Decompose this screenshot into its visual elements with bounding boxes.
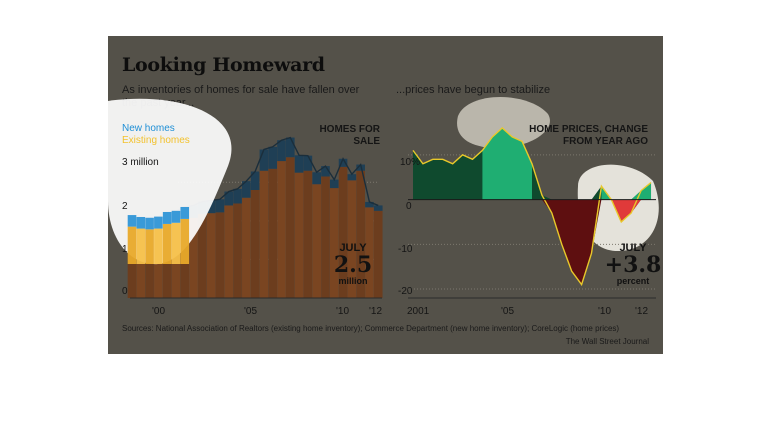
right-spotlight-peak (457, 96, 550, 148)
existing-homes-bar (356, 170, 365, 298)
new-homes-bar (356, 164, 365, 171)
credit: The Wall Street Journal (565, 337, 649, 346)
new-homes-bar (373, 205, 383, 211)
chart-panel: Looking Homeward As inventories of homes… (108, 36, 663, 354)
new-homes-bar-highlight (136, 217, 146, 229)
existing-homes-bar (365, 207, 374, 298)
existing-homes-bar (338, 166, 348, 298)
existing-homes-bar (259, 170, 269, 298)
new-homes-bar (215, 199, 225, 213)
left-annotation-month: JULY (339, 242, 367, 254)
right-x-tick-12: '12 (635, 306, 649, 317)
new-homes-bar (303, 155, 313, 171)
left-chart-title: HOMES FOR SALE (319, 124, 380, 147)
right-chart-title: HOME PRICES, CHANGE FROM YEAR AGO (529, 124, 648, 147)
existing-homes-bar (206, 213, 216, 298)
right-annotation: JULY +3.8 percent (598, 242, 663, 286)
new-homes-bar (294, 155, 304, 173)
page-title: Looking Homeward (122, 54, 325, 76)
right-y-tick-minus20: -20 (398, 286, 413, 297)
right-annotation-unit: percent (616, 276, 650, 286)
existing-homes-bar (189, 217, 198, 298)
new-homes-bar-highlight (162, 211, 172, 224)
sources-footer: Sources: National Association of Realtor… (122, 324, 620, 333)
existing-homes-bar-highlight (180, 218, 190, 264)
new-homes-bar (329, 179, 339, 189)
existing-homes-bar (303, 170, 313, 298)
existing-homes-bar (224, 205, 234, 298)
new-homes-bar (268, 146, 278, 169)
left-x-tick-12: '12 (369, 306, 383, 317)
existing-homes-bar-highlight (162, 223, 172, 264)
existing-homes-bar (233, 203, 242, 298)
left-x-tick-10: '10 (336, 306, 350, 317)
legend-new-homes: New homes (122, 123, 175, 134)
new-homes-bar (285, 137, 295, 158)
price-negative-area (413, 199, 652, 285)
new-homes-bar (277, 140, 286, 162)
new-homes-bar (242, 181, 251, 198)
left-annotation: JULY 2.5 million (323, 242, 383, 286)
existing-homes-bar-highlight (171, 222, 181, 264)
right-x-tick-10: '10 (598, 306, 612, 317)
existing-homes-bar (294, 172, 304, 298)
new-homes-bar (206, 200, 216, 214)
charts-svg (108, 96, 659, 299)
existing-homes-bar (285, 157, 295, 298)
right-y-tick-minus10: -10 (398, 244, 413, 255)
new-homes-bar-highlight (154, 216, 163, 229)
new-homes-bar (338, 158, 348, 167)
existing-homes-bar-highlight (127, 226, 137, 264)
new-homes-bar (365, 201, 374, 208)
legend-existing-homes: Existing homes (122, 135, 190, 146)
new-homes-bar (347, 174, 357, 181)
existing-homes-bar (198, 213, 207, 298)
new-homes-bar (312, 172, 321, 185)
existing-homes-bar-highlight (145, 229, 154, 264)
existing-homes-bar (242, 197, 251, 298)
existing-homes-bar (277, 161, 286, 298)
new-homes-bar-highlight (180, 206, 190, 219)
new-homes-bar (224, 191, 234, 206)
existing-homes-bar (312, 184, 321, 298)
existing-homes-bar (250, 190, 260, 298)
left-y-tick-0: 0 (122, 286, 128, 297)
right-x-tick-2001: 2001 (407, 306, 430, 317)
existing-homes-bar (329, 188, 339, 298)
new-homes-bar-highlight (127, 215, 137, 227)
left-annotation-value: 2.5 (333, 252, 373, 278)
existing-homes-bar (268, 168, 278, 298)
right-annotation-value: +3.8 (604, 252, 662, 278)
right-annotation-month: JULY (619, 242, 647, 254)
existing-homes-bar (347, 180, 357, 298)
right-y-tick-0: 0 (406, 201, 412, 212)
new-homes-bar (259, 149, 269, 171)
left-x-tick-05: '05 (244, 306, 258, 317)
price-peak-highlight (482, 128, 533, 200)
left-x-tick-00: '00 (152, 306, 166, 317)
new-homes-bar-highlight (145, 217, 154, 230)
right-x-tick-05: '05 (501, 306, 515, 317)
existing-homes-bar-highlight (154, 228, 163, 264)
left-annotation-unit: million (338, 276, 368, 286)
left-y-tick-3: 3 million (122, 157, 159, 168)
new-homes-bar (250, 171, 260, 190)
new-homes-bar (321, 166, 330, 177)
new-homes-bar-highlight (171, 210, 181, 223)
existing-homes-bar-highlight (136, 228, 146, 264)
left-y-tick-1: 1 (122, 244, 128, 255)
existing-homes-bar (215, 212, 225, 298)
right-subtitle: ...prices have begun to stabilize (396, 84, 551, 96)
existing-homes-bar (321, 176, 330, 298)
existing-homes-bar (373, 210, 383, 298)
right-y-tick-10: 10% (400, 157, 421, 168)
left-y-tick-2: 2 (122, 201, 128, 212)
new-homes-bar (233, 188, 242, 204)
